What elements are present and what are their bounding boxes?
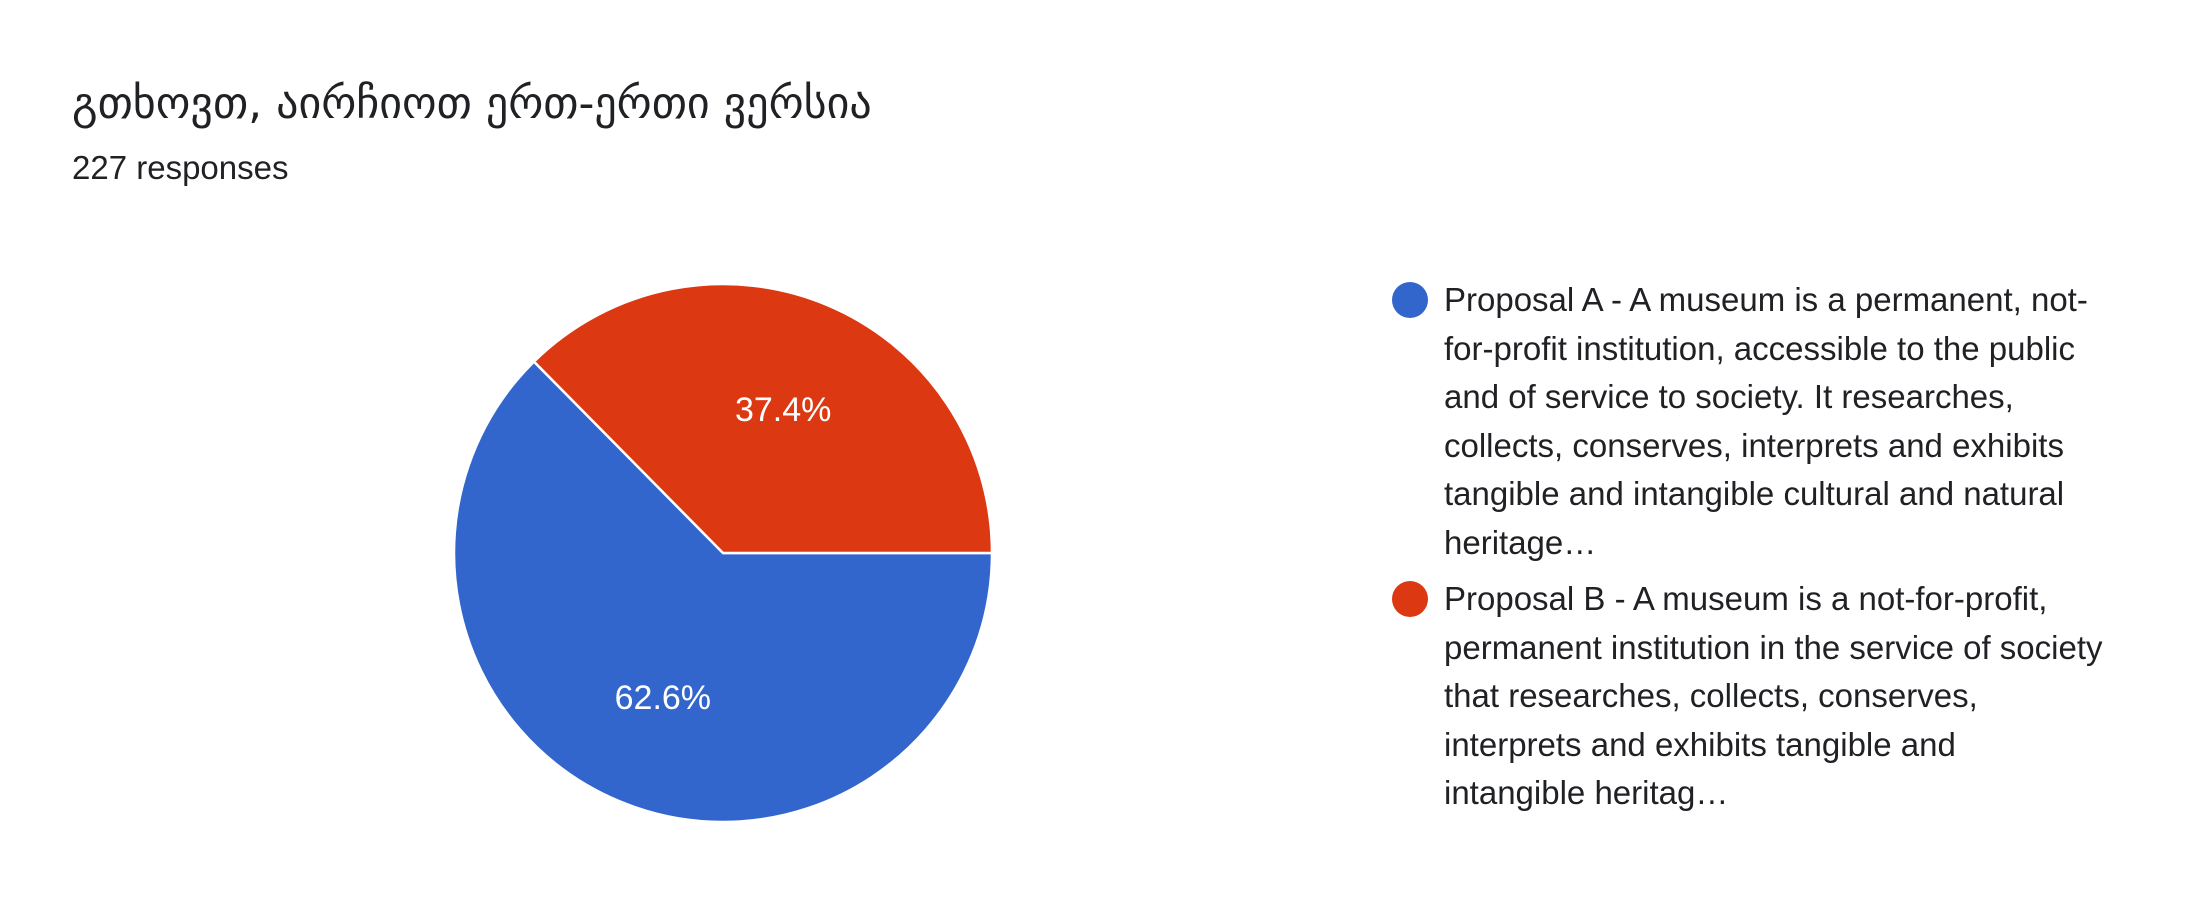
response-count: 227 responses xyxy=(72,149,289,186)
pie-label-proposal-b: 37.4% xyxy=(735,391,831,429)
legend-swatch-proposal-a xyxy=(1392,282,1428,318)
legend-item-proposal-a[interactable]: Proposal A - A museum is a permanent, no… xyxy=(1390,276,2110,567)
pie-slice-proposal-b[interactable] xyxy=(532,282,994,555)
legend-swatch-proposal-b xyxy=(1392,581,1428,617)
legend-item-proposal-b[interactable]: Proposal B - A museum is a not-for-profi… xyxy=(1390,575,2110,818)
legend-label-proposal-a: Proposal A - A museum is a permanent, no… xyxy=(1444,281,2088,561)
chart-legend: Proposal A - A museum is a permanent, no… xyxy=(1390,276,2110,826)
pie-slice-proposal-a[interactable] xyxy=(452,360,994,824)
chart-title: გთხოვთ, აირჩიოთ ერთ-ერთი ვერსია xyxy=(72,78,872,129)
pie-label-proposal-a: 62.6% xyxy=(615,679,711,717)
legend-label-proposal-b: Proposal B - A museum is a not-for-profi… xyxy=(1444,580,2103,811)
